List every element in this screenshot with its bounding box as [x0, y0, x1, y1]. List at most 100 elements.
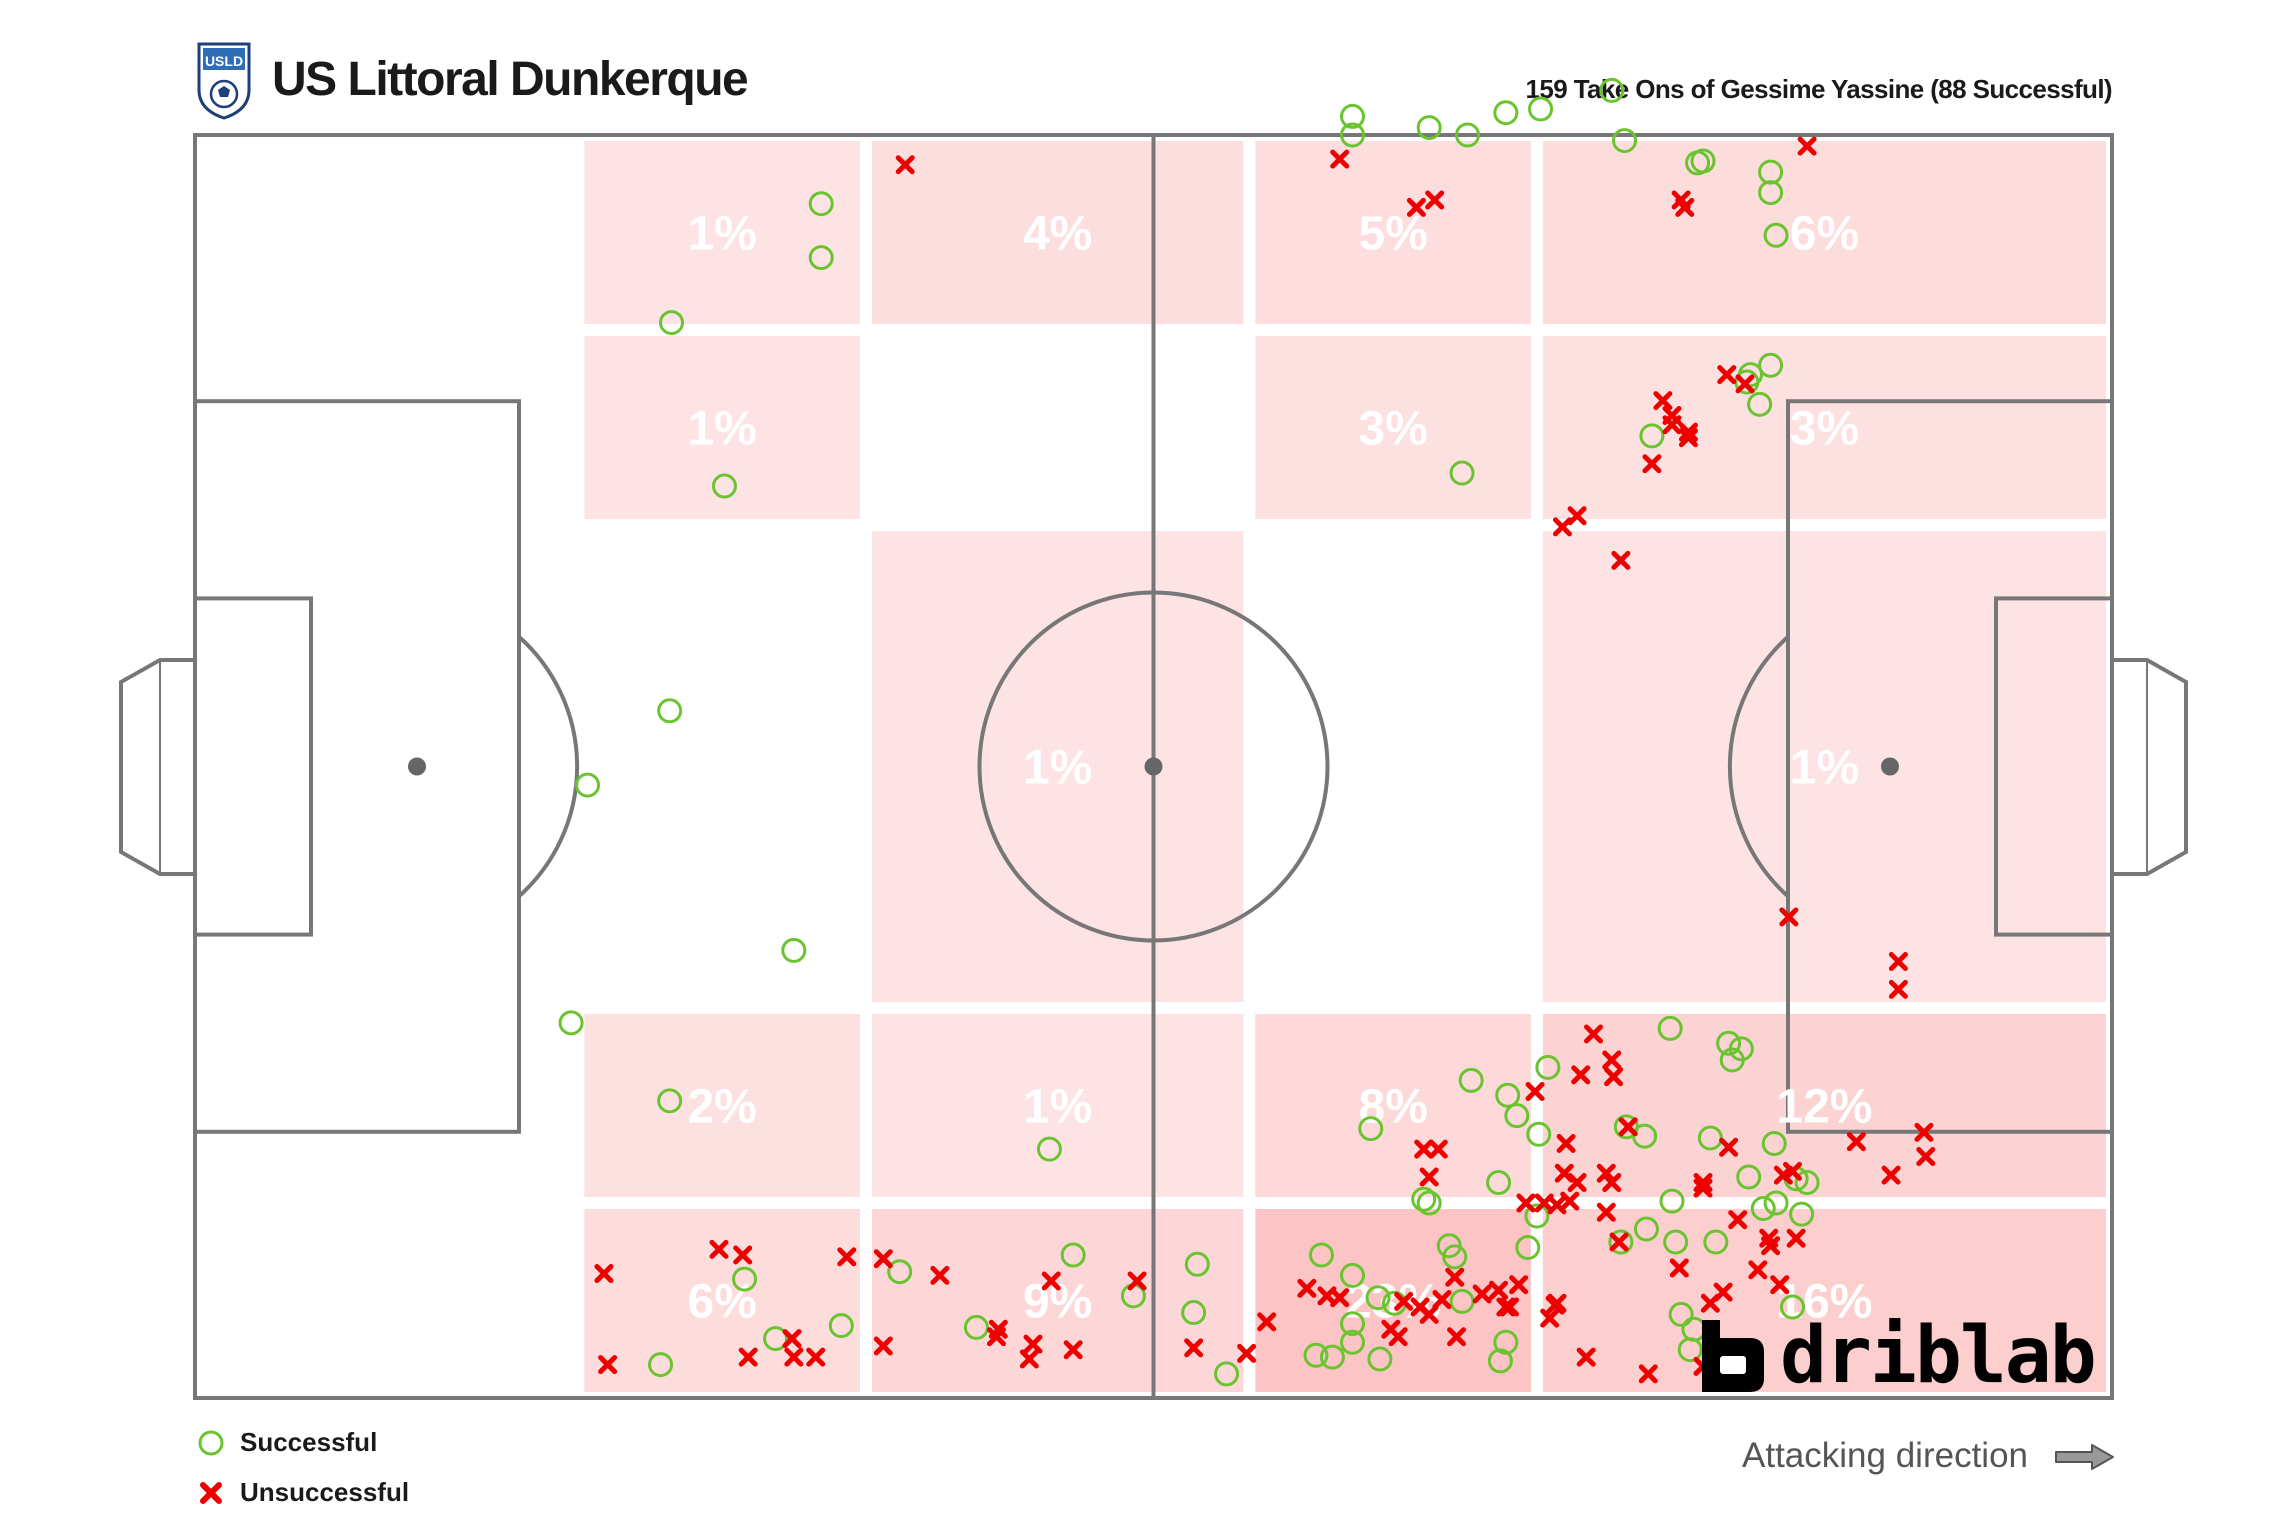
- unsuccessful-take-on-marker: [1432, 1290, 1452, 1310]
- unsuccessful-take-on-marker: [806, 1347, 826, 1367]
- unsuccessful-take-on-marker: [1669, 1258, 1689, 1278]
- successful-take-on-marker: [781, 937, 807, 963]
- unsuccessful-take-on-marker: [709, 1239, 729, 1259]
- unsuccessful-take-on-marker: [1545, 1295, 1565, 1315]
- successful-take-on-marker: [1633, 1216, 1659, 1242]
- unsuccessful-take-on-marker: [1019, 1349, 1039, 1369]
- right-penalty-spot: [1881, 757, 1899, 776]
- successful-legend-label: Successful: [240, 1427, 378, 1457]
- successful-take-on-marker: [1036, 1136, 1062, 1162]
- unsuccessful-take-on-marker: [1297, 1278, 1317, 1298]
- unsuccessful-take-on-marker: [1041, 1271, 1061, 1291]
- zone-1: [871, 141, 1244, 325]
- unsuccessful-take-on-marker: [1678, 422, 1698, 442]
- unsuccessful-take-on-marker: [594, 1264, 614, 1284]
- zone-percent-label: 6%: [687, 1275, 756, 1328]
- right-goal: [2112, 658, 2188, 876]
- unsuccessful-take-on-marker: [1596, 1202, 1616, 1222]
- unsuccessful-take-on-marker: [930, 1265, 950, 1285]
- unsuccessful-take-on-marker: [873, 1249, 893, 1269]
- successful-take-on-marker: [1677, 1337, 1703, 1363]
- unsuccessful-take-on-marker: [1509, 1275, 1529, 1295]
- unsuccessful-take-on-marker: [1604, 1067, 1624, 1087]
- successful-take-on-marker: [1750, 1196, 1776, 1222]
- zone-percent-label: 2%: [687, 1080, 756, 1133]
- unsuccessful-take-on-marker: [1525, 1082, 1545, 1102]
- zone-9: [584, 1013, 860, 1197]
- successful-take-on-marker: [1493, 100, 1519, 126]
- successful-take-on-marker: [1685, 150, 1711, 176]
- successful-take-on-marker: [1632, 1123, 1658, 1149]
- successful-take-on-marker: [1365, 1285, 1391, 1311]
- unsuccessful-take-on-marker: [1584, 1024, 1603, 1044]
- right-penalty-arc: [1727, 635, 1790, 898]
- unsuccessful-take-on-marker: [1496, 1297, 1516, 1317]
- successful-take-on-marker: [1416, 1190, 1442, 1216]
- zone-12: [1542, 1013, 2106, 1197]
- zone-4: [584, 336, 860, 520]
- successful-take-on-marker: [763, 1326, 789, 1352]
- successful-take-on-marker: [1340, 1329, 1366, 1355]
- successful-take-on-marker: [575, 772, 601, 798]
- successful-take-on-marker: [1763, 222, 1789, 248]
- zone-percent-label: 5%: [1358, 208, 1427, 261]
- zone-percent-label: 1%: [1023, 1080, 1092, 1133]
- zone-percent-label: 1%: [687, 403, 756, 456]
- unsuccessful-take-on-marker: [1678, 428, 1698, 448]
- unsuccessful-legend-icon: [200, 1482, 222, 1504]
- zone-2: [1255, 141, 1531, 325]
- unsuccessful-take-on-marker: [1500, 1297, 1520, 1317]
- successful-take-on-marker: [1763, 1190, 1789, 1216]
- unsuccessful-take-on-marker: [1406, 197, 1426, 217]
- unsuccessful-take-on-marker: [1414, 1139, 1434, 1159]
- unsuccessful-take-on-marker: [1611, 550, 1631, 570]
- driblab-mark-icon: [1702, 1320, 1764, 1392]
- successful-take-on-marker: [1358, 1116, 1384, 1142]
- successful-take-on-marker: [1455, 122, 1481, 148]
- attacking-direction-label: Attacking direction: [1742, 1436, 2028, 1475]
- successful-take-on-marker: [1716, 1030, 1742, 1056]
- successful-take-on-marker: [1367, 1346, 1393, 1372]
- successful-take-on-marker: [1668, 1301, 1694, 1327]
- unsuccessful-take-on-marker: [1516, 1193, 1536, 1213]
- successful-take-on-marker: [659, 310, 685, 336]
- unsuccessful-take-on-marker: [1445, 1267, 1465, 1287]
- unsuccessful-take-on-marker: [598, 1355, 618, 1375]
- successful-take-on-marker: [1442, 1244, 1468, 1270]
- successful-take-on-marker: [1308, 1242, 1334, 1268]
- successful-take-on-marker: [732, 1266, 758, 1292]
- left-six-yard-box: [193, 596, 313, 937]
- successful-take-on-marker: [887, 1259, 913, 1285]
- successful-take-on-marker: [1659, 1188, 1685, 1214]
- successful-take-on-marker: [1493, 1329, 1519, 1355]
- unsuccessful-take-on-marker: [1662, 415, 1682, 435]
- left-goal: [119, 658, 195, 876]
- successful-take-on-marker: [1319, 1344, 1345, 1370]
- crest-text: USLD: [205, 53, 243, 69]
- successful-take-on-marker: [1794, 1170, 1820, 1196]
- successful-take-on-marker: [1181, 1300, 1207, 1326]
- unsuccessful-take-on-marker: [782, 1329, 802, 1349]
- unsuccessful-take-on-marker: [1653, 391, 1673, 411]
- successful-take-on-marker: [657, 1088, 683, 1114]
- unsuccessful-take-on-marker: [1576, 1347, 1596, 1367]
- unsuccessful-take-on-marker: [1127, 1271, 1147, 1291]
- zone-11: [1255, 1013, 1531, 1197]
- unsuccessful-take-on-marker: [1596, 1163, 1616, 1183]
- unsuccessful-take-on-marker: [895, 155, 915, 175]
- successful-take-on-marker: [1528, 96, 1554, 122]
- unsuccessful-take-on-marker: [1881, 1165, 1901, 1185]
- successful-take-on-marker: [1535, 1054, 1561, 1080]
- successful-take-on-marker: [1719, 1047, 1745, 1073]
- unsuccessful-take-on-marker: [1540, 1308, 1560, 1328]
- zone-15: [1255, 1208, 1531, 1392]
- successful-take-on-marker: [1758, 180, 1784, 206]
- unsuccessful-take-on-marker: [1888, 952, 1908, 972]
- unsuccessful-take-on-marker: [1638, 1364, 1658, 1384]
- unsuccessful-take-on-marker: [1779, 907, 1799, 927]
- unsuccessful-take-on-marker: [1330, 1288, 1350, 1308]
- club-crest-logo: USLD: [197, 42, 251, 120]
- zone-6: [1542, 336, 2106, 520]
- zone-14: [871, 1208, 1244, 1392]
